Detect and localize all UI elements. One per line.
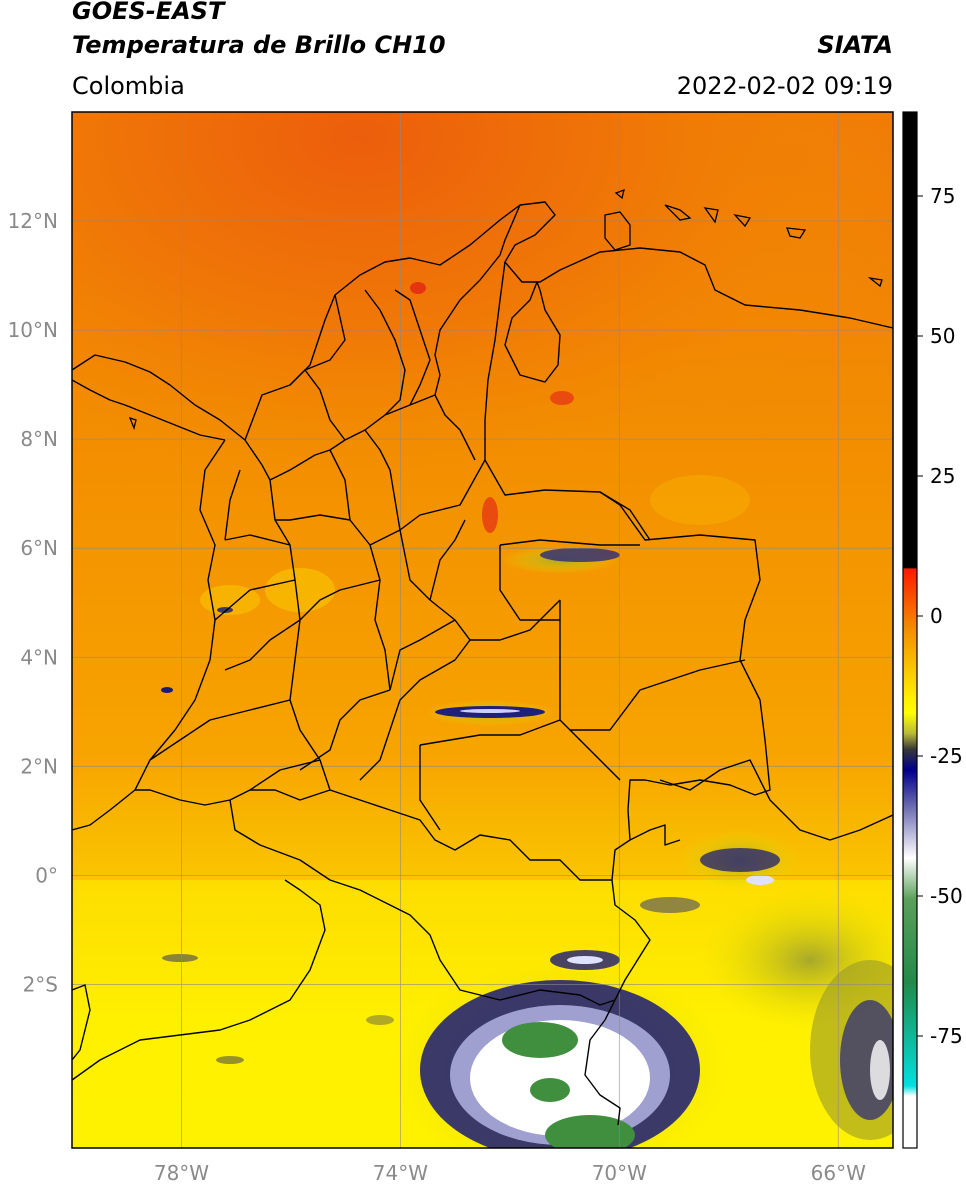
peru-coast [72,879,326,1081]
lat-tick-label: 12°N [8,209,58,233]
islands [128,188,883,431]
lat-tick-label: 6°N [20,536,58,560]
lon-tick-label: 70°W [592,1161,647,1185]
lat-tick-label: 4°N [20,645,58,669]
colorbar-tick-label: 25 [930,464,955,488]
colorbar-tick-label: 50 [930,324,955,348]
lon-tick-label: 78°W [154,1161,209,1185]
longitude-tick-labels: 78°W 74°W 70°W 66°W [154,1161,866,1185]
gridlines [72,112,893,1148]
colorbar-tick-label: -25 [930,744,963,768]
lat-tick-label: 8°N [20,427,58,451]
latitude-tick-labels: 12°N 10°N 8°N 6°N 4°N 2°N 0° 2°S [8,209,58,996]
brand-label: SIATA [817,31,893,59]
brightness-temperature-field [72,112,893,1148]
colorbar-frame [902,111,918,1149]
pacific-coastline [72,439,226,831]
colorbar-tick-label: 0 [930,604,943,628]
maracaibo-lake [504,281,561,383]
boundaries [72,201,893,1126]
colorbar-gradient [903,112,917,1148]
lat-tick-label: 2°S [23,972,58,996]
region-label: Colombia [72,72,185,100]
lat-tick-label: 10°N [8,318,58,342]
ecuador-coast [72,984,91,1061]
colorbar-tick-labels: 75 50 25 0 -25 -50 -75 [917,184,963,1048]
product-title: Temperatura de Brillo CH10 [72,31,446,59]
satellite-title: GOES-EAST [72,0,225,25]
panama-coast [72,379,226,441]
lat-tick-label: 2°N [20,754,58,778]
datetime-label: 2022-02-02 09:19 [676,72,893,100]
southern-border [229,799,616,1006]
colorbar-tick-label: -75 [930,1024,963,1048]
colorbar-tick-label: -50 [930,884,963,908]
map-frame [71,111,894,1149]
lon-tick-label: 74°W [373,1161,428,1185]
lat-tick-label: 0° [35,863,58,887]
lon-tick-label: 66°W [811,1161,866,1185]
colorbar-tick-label: 75 [930,184,955,208]
caribbean-coastline [72,201,893,441]
